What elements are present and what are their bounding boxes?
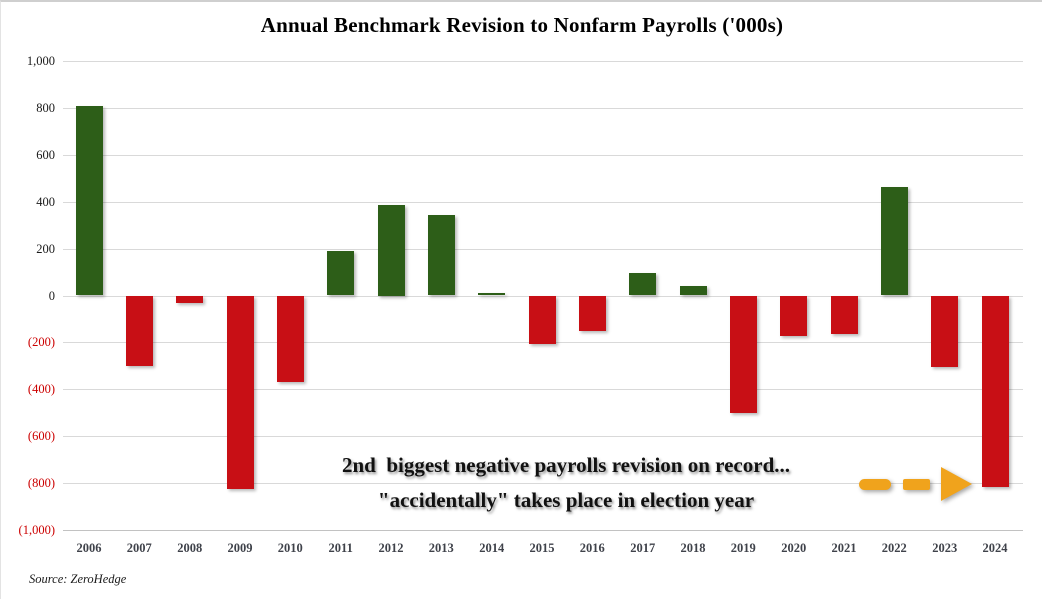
x-tick-label-2008: 2008 (177, 541, 203, 555)
x-tick-label-2020: 2020 (781, 541, 807, 555)
bar-2006 (75, 105, 103, 296)
bar-2008 (176, 295, 204, 303)
x-tick-label-2010: 2010 (277, 541, 303, 555)
bar-2016 (578, 295, 606, 331)
y-tick-label: 800 (36, 100, 55, 115)
arrow-dash (903, 479, 930, 490)
annotation-line-1: 2nd biggest negative payrolls revision o… (341, 453, 790, 477)
arrow-dash (859, 479, 891, 490)
y-tick-label: (400) (27, 382, 55, 397)
x-tick-label-2015: 2015 (529, 541, 555, 555)
annotation-line-2: "accidentally" takes place in election y… (377, 488, 755, 512)
x-tick-label-2021: 2021 (831, 541, 857, 555)
x-tick-label-2022: 2022 (881, 541, 907, 555)
x-axis-line (63, 530, 1023, 531)
y-tick-label: 0 (48, 288, 55, 303)
gridline (63, 154, 1023, 156)
gridline (63, 107, 1023, 109)
bar-2010 (276, 295, 304, 383)
x-tick-label-2009: 2009 (227, 541, 253, 555)
x-tick-label-2014: 2014 (479, 541, 505, 555)
y-tick-label: (600) (27, 429, 55, 444)
bar-2013 (427, 214, 455, 296)
source-note: Source: ZeroHedge (29, 572, 127, 586)
bar-2023 (931, 295, 959, 368)
gridline (63, 61, 1023, 62)
bar-2017 (629, 273, 657, 296)
x-tick-label-2012: 2012 (378, 541, 404, 555)
x-tick-label-2016: 2016 (579, 541, 605, 555)
bar-2011 (327, 250, 355, 296)
y-tick-label: (1,000) (18, 523, 55, 537)
bar-2012 (377, 205, 405, 296)
gridline (63, 436, 1023, 438)
gridline (63, 248, 1023, 250)
gridline (63, 483, 1023, 485)
bar-2014 (478, 293, 506, 296)
bar-2009 (226, 295, 254, 489)
bar-2018 (679, 286, 707, 296)
y-tick-label: 600 (36, 147, 55, 162)
gridline (63, 389, 1023, 391)
annotation: 2nd biggest negative payrolls revision o… (241, 448, 891, 518)
x-tick-label-2018: 2018 (680, 541, 706, 555)
x-tick-label-2006: 2006 (76, 541, 102, 555)
gridline (63, 201, 1023, 203)
bar-2024 (981, 295, 1009, 488)
bar-2022 (880, 187, 908, 296)
y-tick-label: 200 (36, 241, 55, 256)
bar-2019 (729, 295, 757, 413)
x-tick-label-2013: 2013 (428, 541, 454, 555)
x-tick-label-2017: 2017 (630, 541, 656, 555)
y-tick-label: 1,000 (26, 54, 55, 68)
bar-2007 (125, 295, 153, 366)
y-tick-label: (200) (27, 335, 55, 350)
x-tick-label-2023: 2023 (932, 541, 958, 555)
x-tick-label-2024: 2024 (982, 541, 1008, 555)
arrow-head (941, 467, 972, 501)
bar-2020 (780, 295, 808, 337)
x-tick-label-2007: 2007 (126, 541, 152, 555)
dashed-arrow-icon (857, 466, 975, 502)
x-tick-label-2011: 2011 (328, 541, 353, 555)
chart-title: Annual Benchmark Revision to Nonfarm Pay… (260, 13, 784, 37)
bar-2015 (528, 295, 556, 345)
y-tick-label: (800) (27, 476, 55, 491)
x-tick-label-2019: 2019 (730, 541, 756, 555)
bar-2021 (830, 295, 858, 335)
y-tick-label: 400 (36, 194, 55, 209)
